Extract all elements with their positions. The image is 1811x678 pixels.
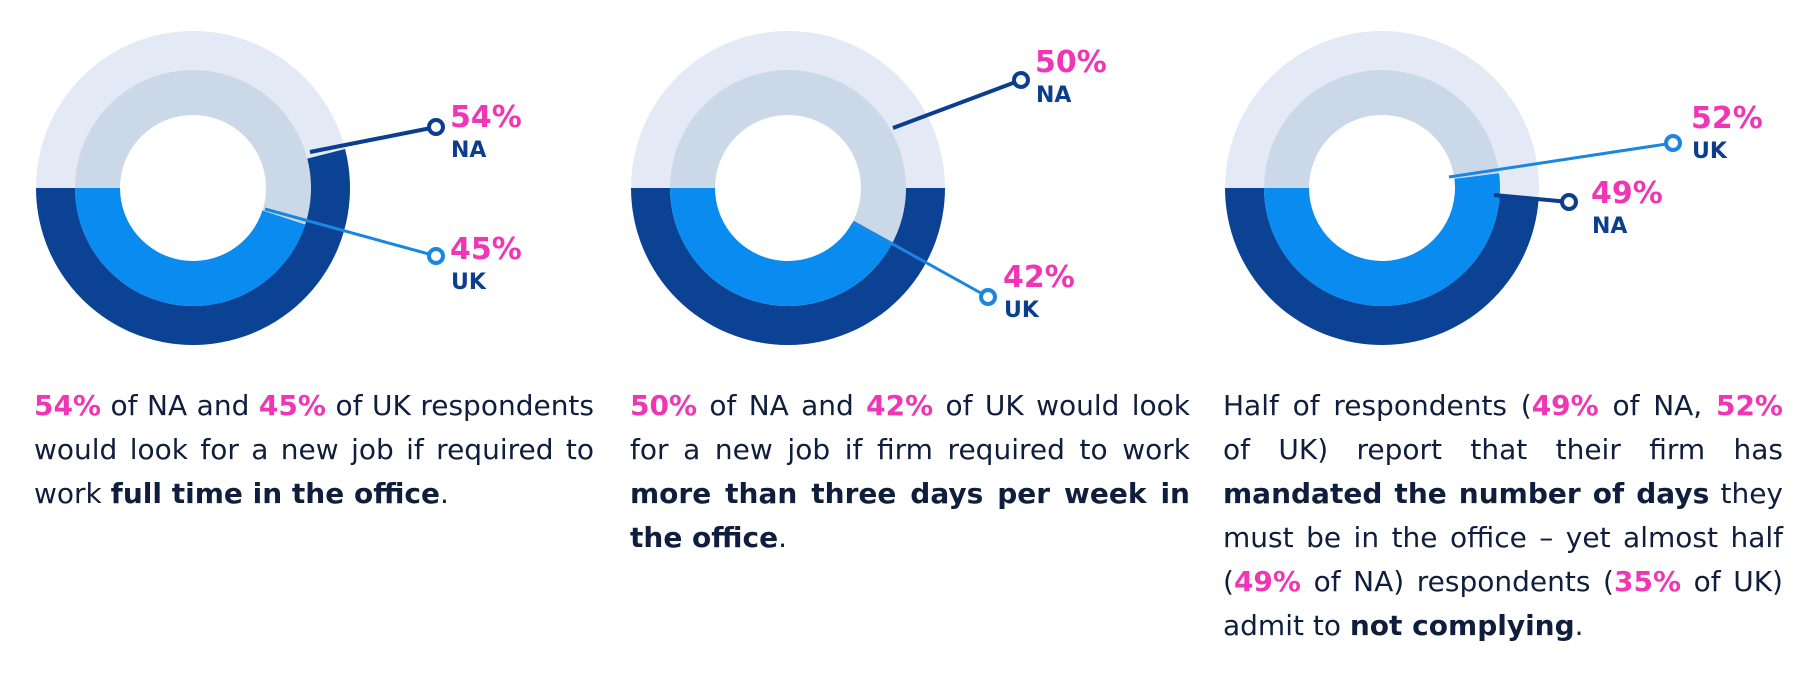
caption-text: of UK) report that their firm has [1223, 433, 1783, 466]
uk-leader-line [264, 207, 437, 258]
na-leader-dot [1012, 71, 1030, 89]
caption-highlight: 50% [630, 389, 698, 422]
caption-text: of UK respondents would look for a new j… [34, 389, 595, 510]
na-donut-segment [36, 148, 350, 345]
caption-highlight: 42% [866, 389, 934, 422]
na-donut-segment [1225, 188, 1539, 346]
na-leader-line [1493, 193, 1570, 204]
uk-value-label: 42% [1003, 260, 1075, 295]
donut-chart-3: 49% NA 52% UK [1225, 31, 1763, 346]
caption-text: of NA and [697, 389, 867, 422]
chart-panel-3: 49% NA 52% UK Half of respondents (49% o… [1189, 0, 1783, 678]
chart-panel-1: 54% NA 45% UK 54% of NA and 45% of UK re… [0, 0, 594, 678]
na-name-label: NA [1592, 214, 1627, 239]
na-leader-dot [1560, 193, 1578, 211]
uk-leader-dot [979, 288, 997, 306]
caption-text: . [1574, 609, 1584, 642]
caption-bold: full time in the office [110, 477, 441, 510]
caption-text: of NA) respondents ( [1300, 565, 1614, 598]
uk-leader-line [852, 220, 989, 299]
caption-highlight: 52% [1715, 389, 1783, 422]
caption-2: 50% of NA and 42% of UK would look for a… [630, 384, 1190, 560]
caption-text: they must be in the office – yet almost … [1223, 477, 1783, 598]
caption-text: of NA, [1598, 389, 1716, 422]
na-value-label: 50% [1035, 45, 1107, 80]
uk-donut-segment [75, 188, 306, 306]
uk-donut-segment [1264, 173, 1500, 306]
na-leader-line [892, 78, 1022, 130]
caption-bold: mandated the number of days [1223, 477, 1710, 510]
uk-donut-segment [670, 188, 892, 306]
caption-highlight: 45% [258, 389, 326, 422]
caption-bold: more than three days per week in the off… [630, 477, 1190, 554]
uk-leader-dot [427, 247, 445, 265]
uk-name-label: UK [1692, 139, 1728, 164]
caption-highlight: 49% [1233, 565, 1301, 598]
uk-value-label: 45% [450, 232, 522, 267]
uk-name-label: UK [451, 270, 487, 295]
na-value-label: 54% [450, 100, 522, 135]
donut-chart-1: 54% NA 45% UK [36, 31, 522, 345]
uk-leader-dot [1664, 134, 1682, 152]
caption-bold: not complying [1349, 609, 1575, 642]
na-value-label: 49% [1591, 176, 1663, 211]
caption-3: Half of respondents (49% of NA, 52% of U… [1223, 384, 1783, 648]
na-donut-segment [631, 188, 945, 345]
na-name-label: NA [1036, 83, 1071, 108]
na-leader-line [309, 125, 437, 154]
na-leader-dot [427, 118, 445, 136]
caption-text: . [778, 521, 788, 554]
chart-panel-2: 50% NA 42% UK 50% of NA and 42% of UK wo… [595, 0, 1190, 678]
donut-chart-2: 50% NA 42% UK [631, 31, 1107, 345]
caption-text: of UK) admit to [1223, 565, 1783, 642]
caption-highlight: 35% [1613, 565, 1682, 598]
caption-highlight: 54% [34, 389, 102, 422]
caption-text: of UK would look for a new job if firm r… [630, 389, 1190, 466]
caption-text: . [440, 477, 449, 510]
caption-1: 54% of NA and 45% of UK respondents woul… [34, 384, 594, 516]
uk-leader-line [1448, 141, 1674, 179]
caption-text: of NA and [101, 389, 259, 422]
uk-value-label: 52% [1691, 101, 1763, 136]
na-name-label: NA [451, 138, 486, 163]
caption-highlight: 49% [1531, 389, 1599, 422]
uk-name-label: UK [1004, 298, 1040, 323]
caption-text: Half of respondents ( [1223, 389, 1532, 422]
